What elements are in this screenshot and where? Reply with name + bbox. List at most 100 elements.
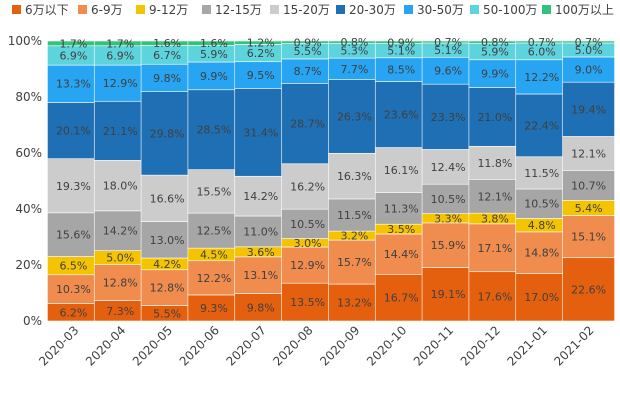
x-tick-label: 2020-07 [224,323,269,368]
data-label: 6.0% [528,45,556,58]
data-label: 4.8% [528,219,556,232]
data-label: 16.1% [384,164,419,177]
data-label: 6.9% [106,49,134,62]
legend-swatch [336,5,345,14]
data-label: 12.9% [103,77,138,90]
bar-segment [468,145,522,180]
y-tick-label: 40% [15,202,42,216]
bar-segment [374,233,428,275]
data-label: 3.6% [247,246,275,259]
data-label: 11.5% [524,167,559,180]
legend-label: 30-50万 [417,3,464,17]
bar-segment [515,156,569,190]
data-label: 15.1% [571,231,606,244]
data-label: 22.4% [524,119,559,132]
data-label: 13.5% [290,296,325,309]
bar-segment [374,81,428,148]
data-label: 0.9% [294,36,322,49]
bar-segment [234,88,288,177]
data-label: 3.5% [387,223,415,236]
data-label: 5.9% [481,46,509,59]
data-label: 8.7% [294,65,322,78]
data-label: 10.7% [571,179,606,192]
data-label: 9.9% [481,68,509,81]
data-label: 28.7% [290,118,325,131]
y-tick-label: 20% [15,258,42,272]
data-label: 5.5% [153,307,181,320]
data-label: 29.8% [150,127,185,140]
data-label: 15.9% [431,239,466,252]
legend-swatch [12,5,21,14]
bar-segment [468,179,522,214]
bar-segment [234,175,288,217]
data-label: 10.3% [56,283,91,296]
bar-segment [93,100,147,161]
data-label: 20.1% [56,125,91,138]
data-label: 28.5% [196,124,231,137]
data-label: 17.6% [477,290,512,303]
data-label: 6.2% [247,47,275,60]
data-label: 12.5% [196,225,231,238]
bar-segment [562,257,615,322]
data-label: 5.1% [387,45,415,58]
data-label: 0.7% [434,36,462,49]
bar-segment [421,83,475,150]
data-label: 13.0% [150,234,185,247]
bar-segment [515,273,569,322]
bar-segment [515,188,569,219]
bar-segment [93,64,147,102]
data-label: 9.9% [200,70,228,83]
data-label: 22.6% [571,283,606,296]
data-label: 14.2% [103,225,138,238]
data-label: 6.7% [153,49,181,62]
data-label: 3.3% [434,212,462,225]
data-label: 11.5% [337,209,372,222]
data-label: 16.6% [150,192,185,205]
data-label: 5.9% [200,48,228,61]
data-label: 23.6% [384,109,419,122]
bar-segment [234,256,288,294]
data-label: 1.2% [247,37,275,50]
x-tick-label: 2020-09 [317,323,362,368]
bar-segment [187,294,241,322]
data-label: 12.8% [150,282,185,295]
data-label: 3.2% [340,230,368,243]
data-label: 12.2% [196,272,231,285]
x-tick-label: 2020-12 [458,323,503,368]
data-label: 1.7% [106,37,134,50]
y-tick-label: 60% [15,146,42,160]
data-label: 17.1% [477,242,512,255]
data-label: 12.1% [571,147,606,160]
legend-label: 9-12万 [149,3,188,17]
data-label: 11.3% [384,202,419,215]
bar-segment [421,183,475,214]
x-tick-label: 2020-11 [411,323,456,368]
data-label: 31.4% [243,126,278,139]
legend-label: 12-15万 [215,3,262,17]
data-label: 11.0% [243,225,278,238]
data-label: 16.2% [290,180,325,193]
bar-segment [468,59,522,88]
bar-segment [562,56,615,83]
data-label: 14.2% [243,190,278,203]
data-label: 15.5% [196,185,231,198]
data-label: 11.8% [477,157,512,170]
x-tick-label: 2020-05 [130,323,175,368]
bar-segment [374,147,428,193]
legend-swatch [542,5,551,14]
data-label: 12.4% [431,161,466,174]
bar-segment [140,63,194,92]
bar-segment [515,93,569,158]
bar-segment [234,215,288,248]
data-label: 14.4% [384,248,419,261]
legend-label: 6-9万 [91,3,123,17]
data-label: 6.9% [59,49,87,62]
bar-segment [468,271,522,322]
legend-label: 50-100万 [483,3,538,17]
bar-segment [328,79,381,154]
data-label: 7.3% [106,305,134,318]
data-label: 3.8% [481,213,509,226]
data-label: 13.3% [56,78,91,91]
legend-swatch [270,5,279,14]
data-label: 10.5% [524,198,559,211]
